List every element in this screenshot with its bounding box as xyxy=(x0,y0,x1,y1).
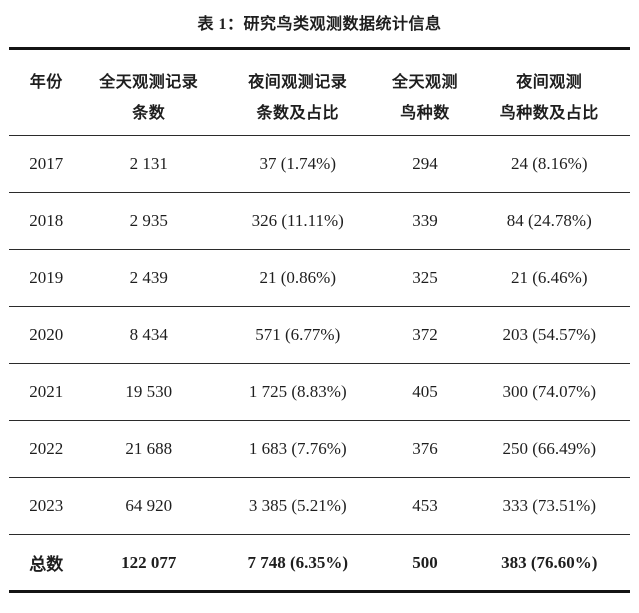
cell-night-species-count-pct: 21 (6.46%) xyxy=(468,249,630,307)
cell-allday-species-count: 294 xyxy=(412,154,438,173)
header-night-species-line2: 鸟种数及占比 xyxy=(499,105,599,122)
cell-night-record-count-pct: 326 (11.11%) xyxy=(213,192,382,250)
cell-allday-species-count: 453 xyxy=(381,477,469,535)
cell-night-record-count-pct: 21 (0.86%) xyxy=(213,249,382,307)
cell-allday-species-count: 376 xyxy=(381,420,469,478)
table-header: 年份 全天观测记录 条数 夜间观测记录 条数及占比 全天观测 鸟种数 夜间观测 … xyxy=(9,48,630,136)
header-night-species-line1: 夜间观测 xyxy=(516,74,583,91)
table-row-2021: 2021 19 530 1 725 (8.83%) 405 300 (74.07… xyxy=(9,363,630,421)
cell-allday-record-count: 2 439 xyxy=(83,249,214,307)
header-night-species: 夜间观测 鸟种数及占比 xyxy=(468,48,630,136)
cell-night-species-count-pct: 203 (54.57%) xyxy=(468,306,630,364)
cell-night-record-count-pct: 1 725 (8.83%) xyxy=(213,363,382,421)
table-row-2023: 2023 64 920 3 385 (5.21%) 453 333 (73.51… xyxy=(9,477,630,535)
header-year-line1: 年份 xyxy=(29,74,63,91)
header-night-records-line1: 夜间观测记录 xyxy=(248,74,348,91)
cell-night-species-count-pct: 383 (76.60%) xyxy=(468,534,630,592)
cell-night-record-count-pct: 37 (1.74%) xyxy=(259,154,336,173)
cell-year: 2018 xyxy=(9,192,84,250)
cell-allday-record-count: 2 131 xyxy=(129,154,168,173)
header-allday-species-line2: 鸟种数 xyxy=(400,105,450,122)
cell-total-label: 总数 xyxy=(9,534,84,592)
table-caption: 表 1：研究鸟类观测数据统计信息 xyxy=(197,16,442,33)
cell-allday-species-count: 325 xyxy=(381,249,469,307)
table-row-2019: 2019 2 439 21 (0.86%) 325 21 (6.46%) xyxy=(9,249,630,307)
header-allday-species: 全天观测 鸟种数 xyxy=(381,48,469,136)
header-night-records: 夜间观测记录 条数及占比 xyxy=(213,48,382,136)
cell-night-record-count-pct: 1 683 (7.76%) xyxy=(213,420,382,478)
table-row-2022: 2022 21 688 1 683 (7.76%) 376 250 (66.49… xyxy=(9,420,630,478)
cell-allday-species-count: 500 xyxy=(381,534,469,592)
cell-night-record-count-pct: 7 748 (6.35%) xyxy=(213,534,382,592)
header-row: 年份 全天观测记录 条数 夜间观测记录 条数及占比 全天观测 鸟种数 夜间观测 … xyxy=(9,48,630,136)
cell-night-species-count-pct: 24 (8.16%) xyxy=(511,154,588,173)
header-allday-species-line1: 全天观测 xyxy=(392,74,459,91)
header-year-line2 xyxy=(9,98,84,129)
cell-year: 2023 xyxy=(9,477,84,535)
cell-year: 2019 xyxy=(9,249,84,307)
table-body: 2017 2 131 37 (1.74%) 294 24 (8.16%) 201… xyxy=(9,136,630,592)
cell-allday-record-count: 19 530 xyxy=(83,363,214,421)
bird-observation-stats-table: 年份 全天观测记录 条数 夜间观测记录 条数及占比 全天观测 鸟种数 夜间观测 … xyxy=(9,47,630,593)
cell-allday-record-count: 21 688 xyxy=(83,420,214,478)
header-night-records-line2: 条数及占比 xyxy=(256,105,339,122)
table-row-2018: 2018 2 935 326 (11.11%) 339 84 (24.78%) xyxy=(9,192,630,250)
table-row-2020: 2020 8 434 571 (6.77%) 372 203 (54.57%) xyxy=(9,306,630,364)
cell-night-record-count-pct: 3 385 (5.21%) xyxy=(213,477,382,535)
cell-year: 2022 xyxy=(9,420,84,478)
cell-night-species-count-pct: 333 (73.51%) xyxy=(468,477,630,535)
cell-year: 2021 xyxy=(9,363,84,421)
cell-night-species-count-pct: 250 (66.49%) xyxy=(468,420,630,478)
cell-allday-record-count: 8 434 xyxy=(83,306,214,364)
table-row-2017: 2017 2 131 37 (1.74%) 294 24 (8.16%) xyxy=(9,136,630,193)
cell-allday-record-count: 2 935 xyxy=(83,192,214,250)
cell-allday-species-count: 339 xyxy=(381,192,469,250)
header-allday-records-line1: 全天观测记录 xyxy=(99,74,199,91)
cell-night-species-count-pct: 300 (74.07%) xyxy=(468,363,630,421)
cell-allday-species-count: 405 xyxy=(381,363,469,421)
cell-year: 2017 xyxy=(29,154,64,173)
cell-year: 2020 xyxy=(9,306,84,364)
header-allday-records-line2: 条数 xyxy=(132,105,166,122)
table-total-row: 总数 122 077 7 748 (6.35%) 500 383 (76.60%… xyxy=(9,534,630,592)
cell-allday-species-count: 372 xyxy=(381,306,469,364)
cell-allday-record-count: 122 077 xyxy=(83,534,214,592)
cell-allday-record-count: 64 920 xyxy=(83,477,214,535)
cell-night-record-count-pct: 571 (6.77%) xyxy=(213,306,382,364)
header-year: 年份 xyxy=(9,48,84,136)
cell-night-species-count-pct: 84 (24.78%) xyxy=(468,192,630,250)
header-allday-records: 全天观测记录 条数 xyxy=(83,48,214,136)
